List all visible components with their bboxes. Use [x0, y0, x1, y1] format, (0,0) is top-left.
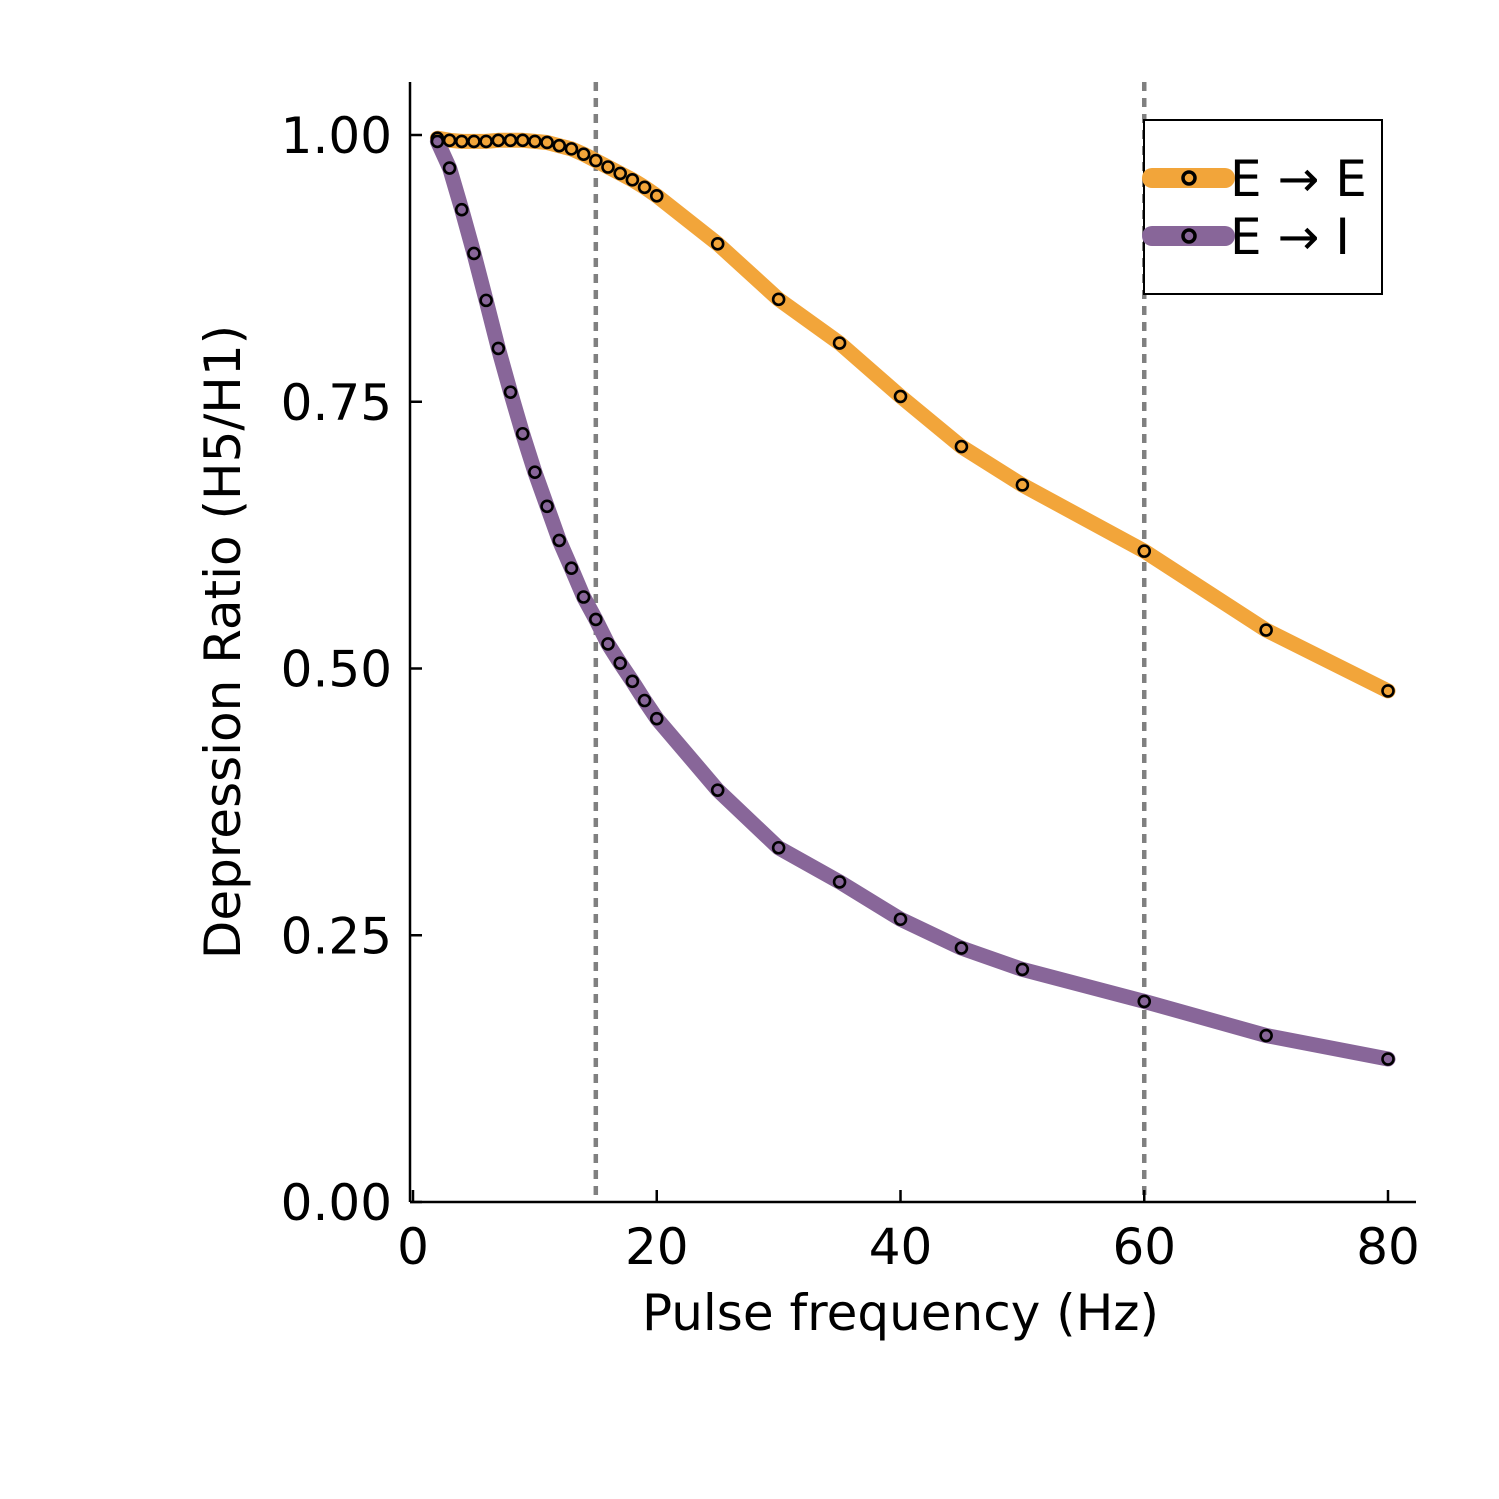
data-point [442, 161, 457, 175]
data-point [576, 147, 591, 162]
legend-box [1143, 119, 1383, 295]
data-point [467, 246, 481, 261]
data-point [479, 134, 493, 149]
legend: E → EE → I [1142, 119, 1383, 295]
data-point [613, 166, 627, 181]
y-tick-label: 0.75 [281, 374, 392, 432]
reference-lines [593, 82, 1147, 1202]
data-point [589, 153, 603, 168]
data-point [528, 134, 542, 149]
data-point [1015, 962, 1030, 977]
data-point [467, 134, 481, 149]
x-tick-label: 0 [397, 1218, 429, 1276]
data-point [491, 133, 506, 148]
y-tick-label: 1.00 [281, 107, 392, 165]
data-point [601, 160, 615, 174]
y-axis-title: Depression Ratio (H5/H1) [194, 325, 252, 959]
data-point [1137, 994, 1152, 1009]
axes [408, 82, 1416, 1204]
data-point [515, 133, 530, 148]
data-point [564, 142, 579, 156]
data-point [552, 138, 567, 153]
legend-marker [1181, 228, 1197, 244]
data-point [430, 134, 445, 149]
data-point [613, 656, 627, 670]
ticks: 0 20 40 60 80 0.00 0.25 0.50 0.75 1.00 [281, 107, 1420, 1276]
data-point [637, 693, 652, 708]
data-point [893, 912, 908, 927]
data-point [454, 202, 469, 217]
data-point [442, 133, 457, 148]
data-point [515, 426, 530, 441]
x-tick-label: 20 [625, 1218, 689, 1276]
data-point [1259, 1028, 1273, 1043]
x-axis-title: Pulse frequency (Hz) [642, 1284, 1159, 1342]
data-point [1015, 478, 1030, 492]
data-point [540, 499, 554, 514]
legend-label: E → I [1230, 208, 1350, 266]
data-point [503, 133, 518, 148]
series-layer [429, 130, 1396, 1067]
x-tick-label: 80 [1356, 1218, 1420, 1276]
data-point [649, 189, 664, 203]
legend-marker [1181, 170, 1197, 186]
data-point [503, 385, 518, 399]
data-point [601, 637, 615, 651]
data-point [528, 465, 542, 479]
data-point [479, 293, 493, 308]
x-tick-label: 40 [869, 1218, 933, 1276]
data-point [710, 783, 725, 797]
legend-items: E → EE → I [1142, 150, 1367, 266]
data-point [893, 389, 908, 404]
data-point [832, 875, 847, 889]
data-point [564, 561, 579, 576]
data-point [954, 439, 969, 454]
data-point [552, 533, 567, 548]
y-tick-label: 0.00 [281, 1174, 392, 1232]
data-point [1137, 544, 1152, 558]
data-point [637, 180, 652, 195]
data-point [771, 292, 786, 307]
y-tick-label: 0.50 [281, 641, 392, 699]
data-point [1381, 684, 1395, 698]
data-point [454, 134, 469, 149]
data-point [540, 135, 554, 150]
data-point [832, 336, 847, 350]
data-point [625, 674, 640, 689]
data-point [576, 590, 591, 604]
data-point [954, 941, 969, 955]
legend-label: E → E [1230, 150, 1367, 208]
data-point [710, 237, 725, 251]
data-point [625, 173, 640, 187]
data-point [589, 612, 603, 627]
y-tick-label: 0.25 [281, 907, 392, 965]
data-point [1259, 623, 1273, 637]
data-point [649, 711, 664, 726]
x-tick-label: 60 [1112, 1218, 1176, 1276]
data-point [771, 840, 786, 855]
data-point [491, 341, 506, 356]
data-point [1381, 1052, 1395, 1066]
series-line [429, 133, 1396, 1067]
